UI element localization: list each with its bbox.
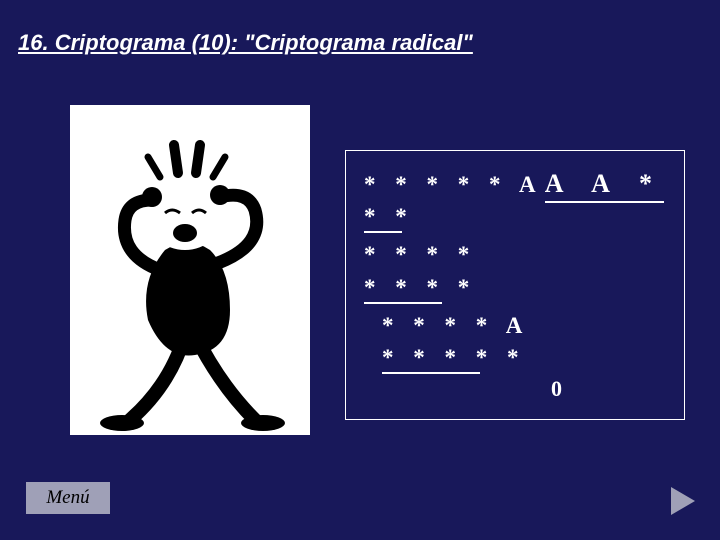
- frustrated-figure-icon: [70, 105, 310, 435]
- work-row-3: * * * *: [364, 272, 543, 304]
- division-work: * * * * * A * * * * * * * * * * * * * * …: [364, 169, 543, 380]
- work-row-5: * * * * *: [364, 342, 543, 374]
- illustration-panel: [70, 105, 310, 435]
- work-row-1: * *: [364, 201, 543, 233]
- menu-button[interactable]: Menú: [25, 481, 111, 515]
- work-row-4: * * * * A: [364, 310, 543, 342]
- divisor: A A *: [545, 169, 664, 203]
- work-row-2: * * * *: [364, 239, 543, 271]
- page-title: 16. Criptograma (10): "Criptograma radic…: [18, 30, 473, 56]
- next-arrow-icon[interactable]: [671, 487, 695, 515]
- cryptogram-box: * * * * * A * * * * * * * * * * * * * * …: [345, 150, 685, 420]
- dividend: * * * * * A: [364, 169, 543, 201]
- remainder-zero: 0: [551, 376, 562, 402]
